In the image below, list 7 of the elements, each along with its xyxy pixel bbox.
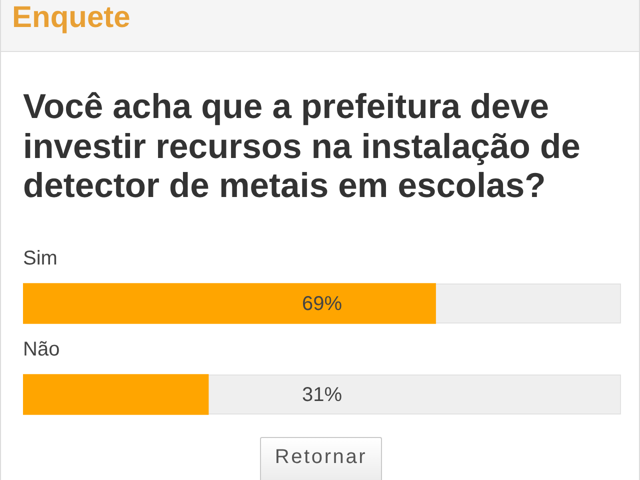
- y-tick-label: Sim: [23, 248, 58, 270]
- chart-subtitle: Você acha que a prefeitura deve investir recursos na instalação de detector de metais em escolas?: [23, 88, 582, 206]
- data-label: 31%: [302, 384, 342, 406]
- chart-title: Enquete: [12, 1, 130, 35]
- data-label: 69%: [302, 293, 342, 316]
- y-tick-label: Não: [23, 338, 60, 360]
- button: Retornar: [260, 437, 382, 480]
